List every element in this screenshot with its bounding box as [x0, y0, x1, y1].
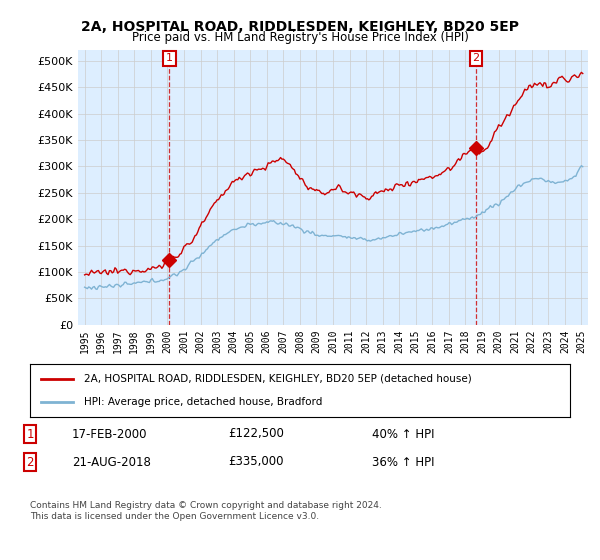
Text: 36% ↑ HPI: 36% ↑ HPI — [372, 455, 434, 469]
Text: HPI: Average price, detached house, Bradford: HPI: Average price, detached house, Brad… — [84, 397, 322, 407]
Text: 2A, HOSPITAL ROAD, RIDDLESDEN, KEIGHLEY, BD20 5EP (detached house): 2A, HOSPITAL ROAD, RIDDLESDEN, KEIGHLEY,… — [84, 374, 472, 384]
Text: 1: 1 — [26, 427, 34, 441]
Text: £335,000: £335,000 — [228, 455, 284, 469]
Text: 1: 1 — [166, 53, 173, 63]
Text: Contains HM Land Registry data © Crown copyright and database right 2024.
This d: Contains HM Land Registry data © Crown c… — [30, 501, 382, 521]
Text: 2A, HOSPITAL ROAD, RIDDLESDEN, KEIGHLEY, BD20 5EP: 2A, HOSPITAL ROAD, RIDDLESDEN, KEIGHLEY,… — [81, 20, 519, 34]
Text: Price paid vs. HM Land Registry's House Price Index (HPI): Price paid vs. HM Land Registry's House … — [131, 31, 469, 44]
Text: 17-FEB-2000: 17-FEB-2000 — [72, 427, 148, 441]
Text: 21-AUG-2018: 21-AUG-2018 — [72, 455, 151, 469]
Text: 40% ↑ HPI: 40% ↑ HPI — [372, 427, 434, 441]
Text: 2: 2 — [473, 53, 479, 63]
Text: 2: 2 — [26, 455, 34, 469]
Text: £122,500: £122,500 — [228, 427, 284, 441]
